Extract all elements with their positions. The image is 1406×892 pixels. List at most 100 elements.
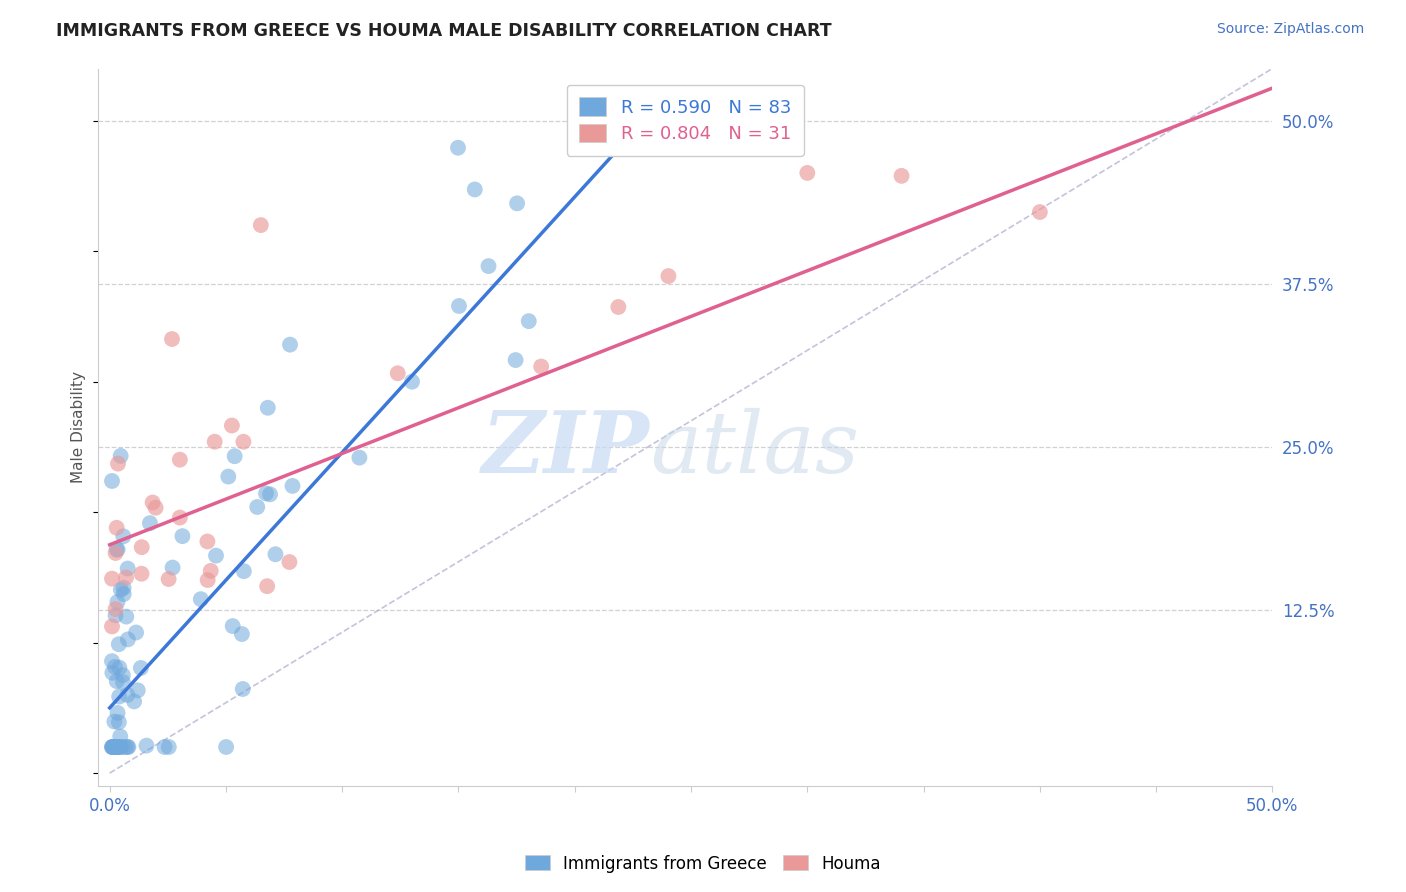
Point <box>104 739 127 754</box>
Point <box>110 449 132 463</box>
Point <box>246 500 269 514</box>
Point <box>153 739 176 754</box>
Point <box>125 625 148 640</box>
Point <box>250 218 273 232</box>
Point <box>111 668 134 682</box>
Point <box>215 739 238 754</box>
Point <box>111 675 134 690</box>
Point <box>104 739 127 754</box>
Point <box>447 141 470 155</box>
Point <box>607 300 630 314</box>
Point <box>108 690 131 704</box>
Point <box>103 739 125 754</box>
Point <box>117 561 139 575</box>
Point <box>103 739 125 754</box>
Point <box>217 469 239 483</box>
Point <box>231 627 253 641</box>
Point <box>103 739 125 754</box>
Point <box>107 739 129 754</box>
Point <box>160 332 183 346</box>
Point <box>108 661 131 675</box>
Point <box>117 739 139 754</box>
Point <box>108 637 131 651</box>
Point <box>107 595 129 609</box>
Point <box>105 521 128 535</box>
Point <box>657 268 679 283</box>
Point <box>122 694 145 708</box>
Point <box>112 587 135 601</box>
Point <box>114 739 136 754</box>
Point <box>115 609 138 624</box>
Point <box>103 739 125 754</box>
Point <box>101 572 124 586</box>
Point <box>101 739 124 754</box>
Point <box>135 739 157 753</box>
Point <box>278 555 301 569</box>
Point <box>105 674 128 689</box>
Point <box>101 739 124 754</box>
Legend: Immigrants from Greece, Houma: Immigrants from Greece, Houma <box>517 848 889 880</box>
Point <box>110 739 132 754</box>
Point <box>349 450 371 465</box>
Point <box>477 259 499 273</box>
Point <box>232 681 254 696</box>
Point <box>110 730 132 744</box>
Point <box>224 449 246 463</box>
Point <box>200 564 222 578</box>
Point <box>111 739 134 754</box>
Point <box>108 715 131 730</box>
Point <box>169 452 191 467</box>
Text: atlas: atlas <box>650 408 859 491</box>
Point <box>101 654 124 668</box>
Point <box>505 353 527 368</box>
Point <box>117 688 139 702</box>
Point <box>264 547 287 561</box>
Point <box>101 474 124 488</box>
Point <box>890 169 912 183</box>
Point <box>131 540 153 554</box>
Point <box>107 457 129 471</box>
Point <box>232 564 254 578</box>
Point <box>104 546 127 560</box>
Point <box>104 660 127 674</box>
Point <box>157 572 180 586</box>
Point <box>205 549 228 563</box>
Point <box>101 739 124 754</box>
Point <box>101 619 124 633</box>
Legend: R = 0.590   N = 83, R = 0.804   N = 31: R = 0.590 N = 83, R = 0.804 N = 31 <box>567 85 804 156</box>
Point <box>104 739 127 754</box>
Point <box>117 739 139 754</box>
Point <box>222 619 245 633</box>
Point <box>112 529 135 543</box>
Point <box>101 665 124 680</box>
Point <box>104 739 127 754</box>
Point <box>447 299 470 313</box>
Point <box>105 739 128 754</box>
Point <box>281 479 304 493</box>
Point <box>108 739 131 754</box>
Point <box>796 166 818 180</box>
Point <box>104 602 127 616</box>
Point <box>221 418 243 433</box>
Point <box>190 592 212 607</box>
Point <box>256 401 278 415</box>
Point <box>107 739 129 754</box>
Text: IMMIGRANTS FROM GREECE VS HOUMA MALE DISABILITY CORRELATION CHART: IMMIGRANTS FROM GREECE VS HOUMA MALE DIS… <box>56 22 832 40</box>
Point <box>104 608 127 623</box>
Text: ZIP: ZIP <box>482 407 650 491</box>
Point <box>142 495 165 509</box>
Point <box>115 570 138 584</box>
Point <box>169 510 191 524</box>
Point <box>127 683 149 698</box>
Point <box>1029 205 1052 219</box>
Y-axis label: Male Disability: Male Disability <box>72 371 86 483</box>
Point <box>259 487 281 501</box>
Point <box>517 314 540 328</box>
Point <box>232 434 254 449</box>
Point <box>506 196 529 211</box>
Point <box>162 560 184 574</box>
Point <box>103 714 125 729</box>
Text: Source: ZipAtlas.com: Source: ZipAtlas.com <box>1216 22 1364 37</box>
Point <box>254 486 277 500</box>
Point <box>112 581 135 595</box>
